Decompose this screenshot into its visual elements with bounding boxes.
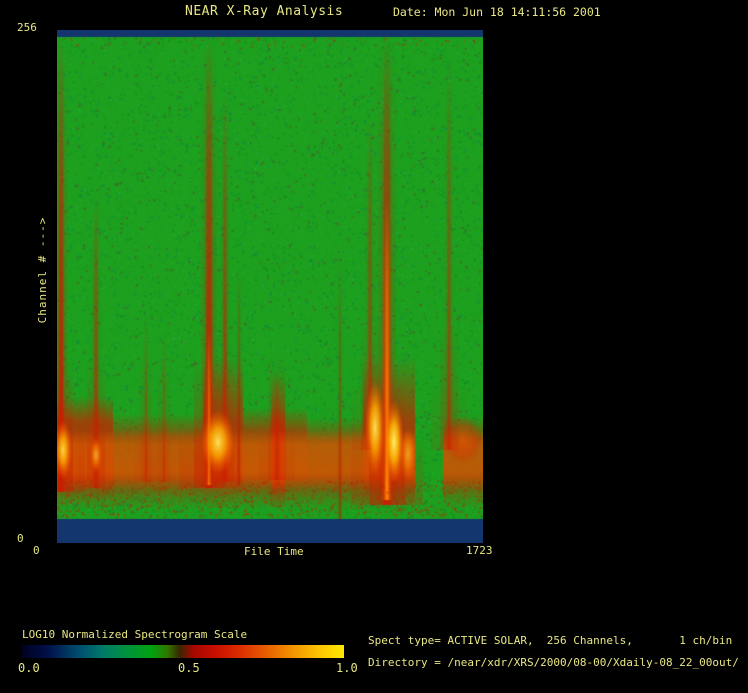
- colorbar-gradient: [22, 645, 344, 658]
- colorbar-title: LOG10 Normalized Spectrogram Scale: [22, 628, 248, 641]
- colorbar-tick-min: 0.0: [18, 661, 40, 675]
- info-directory: Directory = /near/xdr/XRS/2000/08-00/Xda…: [368, 656, 739, 669]
- x-axis-min-label: 0: [33, 544, 40, 557]
- y-axis-min-label: 0: [17, 532, 24, 545]
- info-spect-type: Spect type= ACTIVE SOLAR, 256 Channels, …: [368, 634, 733, 647]
- spectrogram-canvas: [57, 30, 483, 543]
- y-axis-title: Channel # --->: [36, 216, 49, 324]
- x-axis-max-label: 1723: [466, 544, 493, 557]
- colorbar-tick-max: 1.0: [336, 661, 358, 675]
- page-title: NEAR X-Ray Analysis: [185, 4, 344, 19]
- colorbar-tick-mid: 0.5: [178, 661, 200, 675]
- x-axis-title: File Time: [244, 545, 304, 558]
- y-axis-max-label: 256: [17, 21, 37, 34]
- header-date: Date: Mon Jun 18 14:11:56 2001: [393, 5, 601, 19]
- spectrogram-plot: [57, 30, 483, 543]
